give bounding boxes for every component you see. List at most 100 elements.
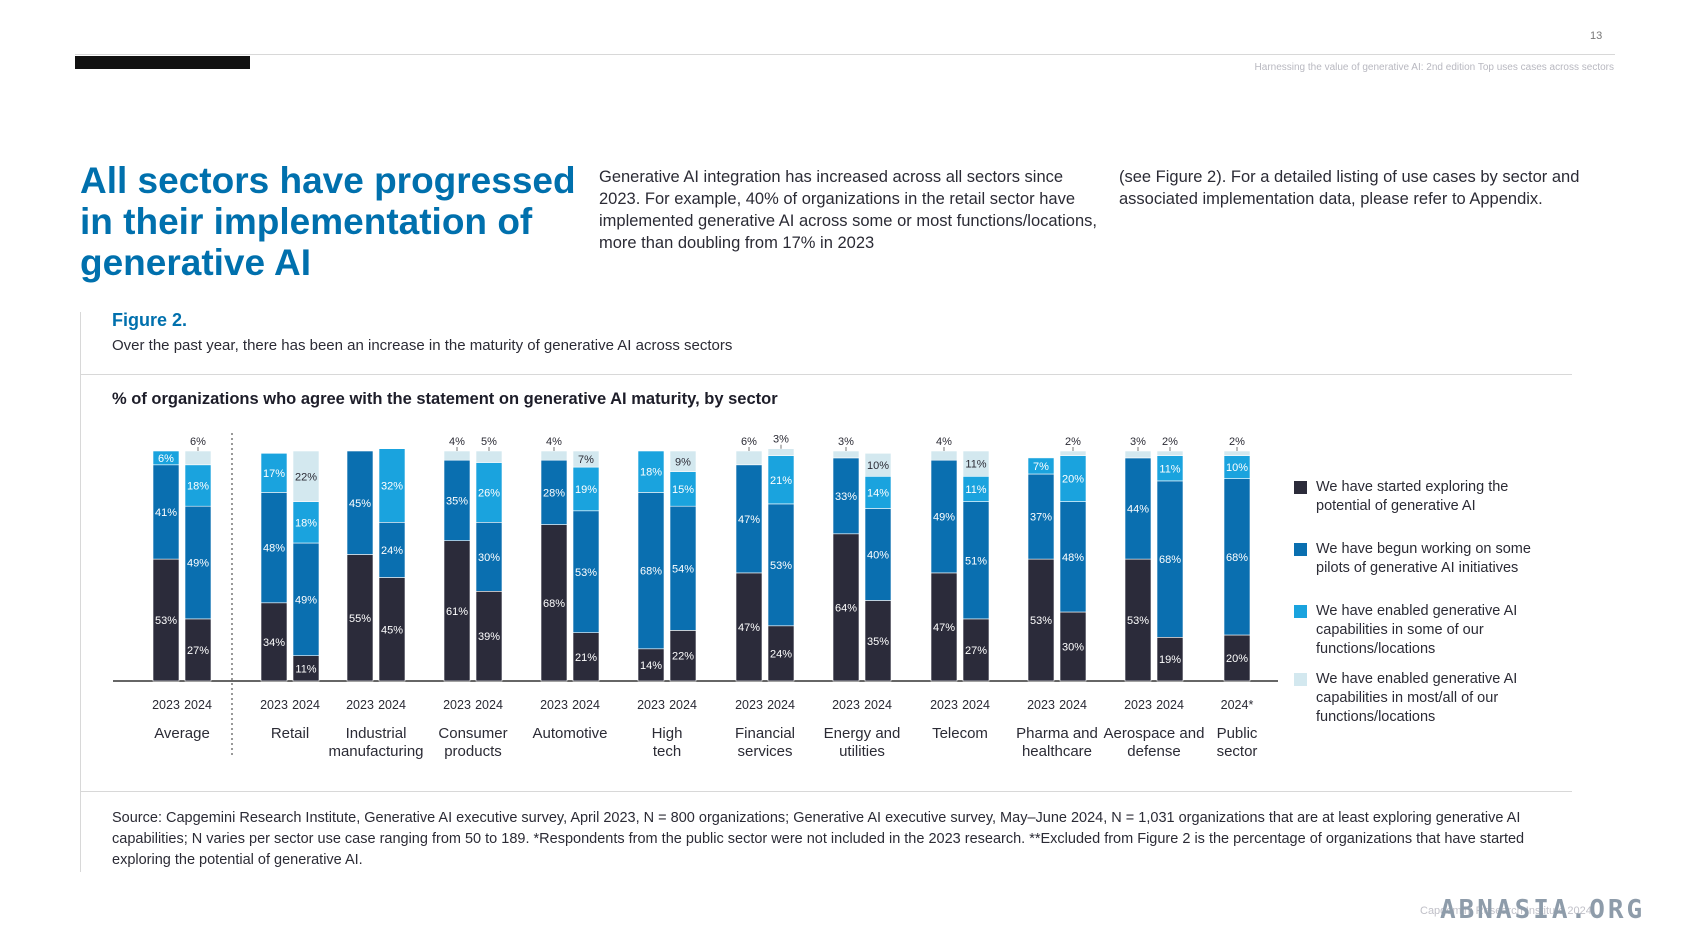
data-label: 20% xyxy=(1062,474,1084,486)
bar-segment xyxy=(152,464,180,560)
x-category-label: manufacturing xyxy=(328,743,423,760)
data-label: 19% xyxy=(575,484,597,496)
data-label: 20% xyxy=(1226,653,1248,665)
x-category-label: Financial xyxy=(735,725,795,742)
legend-label-line: capabilities in some of our xyxy=(1316,622,1484,638)
bar-segment xyxy=(540,524,568,682)
bar-segment xyxy=(767,503,795,627)
bar-segment xyxy=(767,455,795,505)
x-category-label: defense xyxy=(1127,743,1180,760)
x-category-label: tech xyxy=(653,743,681,760)
data-label: 49% xyxy=(187,558,209,570)
bar-segment xyxy=(1027,473,1055,560)
bar-segment xyxy=(930,450,958,461)
data-label: 10% xyxy=(1226,462,1248,474)
bar-segment xyxy=(292,450,320,502)
data-label: 22% xyxy=(295,471,317,483)
legend-label-line: We have enabled generative AI xyxy=(1316,671,1517,687)
figure-subtitle: Over the past year, there has been an in… xyxy=(112,337,733,354)
data-label: 2% xyxy=(1065,436,1081,448)
x-tick-year: 2024 xyxy=(669,698,697,712)
data-label: 44% xyxy=(1127,504,1149,516)
data-label: 9% xyxy=(675,456,691,468)
bar-segment xyxy=(184,505,212,620)
data-label: 14% xyxy=(640,660,662,672)
bar-segment xyxy=(637,492,665,650)
bar-segment xyxy=(540,459,568,525)
bar-segment xyxy=(1059,450,1087,456)
data-label: 10% xyxy=(867,460,889,472)
data-label: 48% xyxy=(1062,552,1084,564)
data-label: 2% xyxy=(1162,436,1178,448)
bar-segment xyxy=(1027,558,1055,682)
data-label: 39% xyxy=(478,631,500,643)
bar-segment xyxy=(735,464,763,574)
figure-divider-top xyxy=(80,374,1572,375)
data-label: 3% xyxy=(773,434,789,446)
legend-label-line: We have enabled generative AI xyxy=(1316,603,1517,619)
bar-segment xyxy=(767,625,795,682)
intro-paragraph-2: (see Figure 2). For a detailed listing o… xyxy=(1119,168,1580,208)
x-category-label: Public xyxy=(1217,725,1258,742)
legend-swatch xyxy=(1294,605,1307,618)
data-label: 4% xyxy=(936,436,952,448)
x-tick-year: 2024 xyxy=(962,698,990,712)
data-label: 53% xyxy=(155,615,177,627)
data-label: 21% xyxy=(575,652,597,664)
bar-segment xyxy=(378,448,406,523)
data-label: 48% xyxy=(263,543,285,555)
bar-segment xyxy=(1156,480,1184,638)
bar-segment xyxy=(1059,501,1087,613)
stacked-bar-chart: 53% 41% 6% 2023 27% 49% 18% 6% 2024 Average 34% 48%… xyxy=(113,433,1531,760)
bar-segment xyxy=(443,459,471,542)
bar-segment xyxy=(637,450,665,493)
bar-segment xyxy=(637,648,665,682)
data-label: 6% xyxy=(741,436,757,448)
data-label: 49% xyxy=(295,594,317,606)
bar-segment xyxy=(443,540,471,682)
legend-swatch xyxy=(1294,481,1307,494)
data-label: 30% xyxy=(478,552,500,564)
bar-segment xyxy=(260,602,288,682)
x-tick-year: 2024 xyxy=(1059,698,1087,712)
bar-segment xyxy=(930,459,958,574)
bar-segment xyxy=(669,450,697,473)
data-label: 18% xyxy=(640,467,662,479)
x-tick-year: 2023 xyxy=(540,698,568,712)
data-label: 64% xyxy=(835,602,857,614)
bar-segment xyxy=(292,542,320,656)
legend-label-line: We have begun working on some xyxy=(1316,541,1531,557)
x-tick-year: 2024* xyxy=(1221,698,1254,712)
chart-title: % of organizations who agree with the st… xyxy=(112,390,778,408)
data-label: 6% xyxy=(158,453,174,465)
data-label: 15% xyxy=(672,484,694,496)
x-tick-year: 2023 xyxy=(637,698,665,712)
data-label: 18% xyxy=(295,517,317,529)
data-label: 30% xyxy=(1062,642,1084,654)
data-label: 7% xyxy=(1033,461,1049,473)
page-title: All sectors have progressed in their imp… xyxy=(80,160,576,283)
data-label: 45% xyxy=(381,624,403,636)
data-label: 24% xyxy=(770,648,792,660)
x-category-label: Aerospace and xyxy=(1104,725,1205,742)
bar-segment xyxy=(1124,457,1152,560)
bar-segment xyxy=(152,558,180,682)
data-label: 21% xyxy=(770,475,792,487)
bar-segment xyxy=(1027,457,1055,475)
data-label: 47% xyxy=(933,622,955,634)
bar-segment xyxy=(346,554,374,682)
data-label: 51% xyxy=(965,555,987,567)
data-label: 11% xyxy=(965,484,986,496)
bar-segment xyxy=(930,572,958,682)
data-label: 4% xyxy=(546,436,562,448)
x-tick-year: 2023 xyxy=(930,698,958,712)
bar-segment xyxy=(864,475,892,509)
legend-label-line: We have started exploring the xyxy=(1316,479,1508,495)
header-rule xyxy=(75,54,1615,55)
bar-segment xyxy=(767,448,795,456)
figure-divider-bottom xyxy=(80,791,1572,792)
data-label: 24% xyxy=(381,545,403,557)
data-label: 45% xyxy=(349,498,371,510)
data-label: 22% xyxy=(672,651,694,663)
data-label: 4% xyxy=(449,436,465,448)
